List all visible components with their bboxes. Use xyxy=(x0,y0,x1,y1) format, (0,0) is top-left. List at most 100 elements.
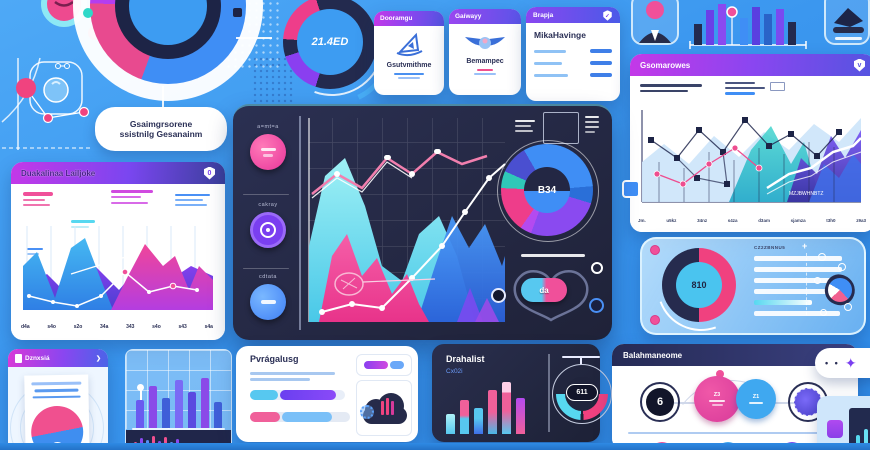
timeline-title: Balahmaneome xyxy=(623,350,683,360)
node-2-label: Z3 xyxy=(713,392,721,398)
text-line xyxy=(394,73,424,75)
pink-dot xyxy=(650,315,660,325)
text-line xyxy=(474,73,496,75)
cloud-icon xyxy=(360,391,407,425)
plus-glyph: + xyxy=(802,241,808,251)
right-panel-title: Gsomarowes xyxy=(640,60,691,70)
dark-node xyxy=(491,288,506,303)
wings-logo-icon xyxy=(465,37,505,49)
sidebar-button-purple[interactable] xyxy=(250,212,286,248)
sidebar-label-1: a=mt=a xyxy=(257,124,279,130)
pill-toggle[interactable]: da xyxy=(521,278,567,302)
list-lines-icon xyxy=(585,116,599,133)
footer-strip xyxy=(0,443,870,450)
large-donut-chart xyxy=(73,0,263,101)
doc-icon xyxy=(15,353,22,363)
sidebar-button-pink[interactable] xyxy=(250,134,286,170)
value-line xyxy=(590,49,612,53)
list-row xyxy=(754,256,842,261)
blue-node[interactable] xyxy=(589,298,604,313)
progress-bar-1[interactable] xyxy=(250,390,345,400)
pill-value: da xyxy=(539,285,549,295)
heart-outline-icon xyxy=(513,269,589,322)
left-analytics-panel[interactable]: Duakalinaa Lailjoke 0 xyxy=(11,162,225,340)
bar-chart xyxy=(134,378,224,428)
halftone-pattern xyxy=(252,56,294,104)
cloud-box xyxy=(356,380,412,436)
timeline-node-3[interactable]: Z1 xyxy=(736,379,776,419)
legend-underline xyxy=(725,92,755,95)
gauge-widget: 611 xyxy=(552,356,616,436)
dark-stats-card[interactable]: Drahalist Cx02i 611 xyxy=(432,344,612,442)
teal-node xyxy=(83,8,93,18)
shield-icon: ✓ xyxy=(603,9,612,21)
doc-card-title: Dznxsiá xyxy=(25,354,50,362)
briefcase-icon xyxy=(834,8,863,27)
donut-value: B34 xyxy=(537,184,557,196)
bubble-text-line2: ssistnilg Gesanainm xyxy=(119,129,203,139)
stat-card-1-header: Dooramgu xyxy=(374,11,444,26)
progress-bar-2[interactable] xyxy=(250,412,350,422)
left-panel-title: Duakalinaa Lailjoke xyxy=(21,168,96,178)
stat-card-2[interactable]: Gaíwayy Bemampec xyxy=(449,9,521,95)
timeline-node-2[interactable]: Z3 xyxy=(694,376,740,422)
stat-card-2-header: Gaíwayy xyxy=(449,9,521,24)
sail-logo-icon xyxy=(396,32,423,57)
node-3-label: Z1 xyxy=(752,394,760,400)
list-header: CZ2ZBNNU5 xyxy=(754,245,786,250)
navy-node xyxy=(233,8,242,17)
text-line xyxy=(477,69,493,71)
gradient-bar-chart xyxy=(446,380,542,434)
document-page xyxy=(24,374,90,450)
divider xyxy=(548,354,550,432)
pink-dot xyxy=(650,245,660,255)
sketch-circle xyxy=(334,272,364,296)
right-analytics-panel[interactable]: Gsomarowes v xyxy=(630,54,870,232)
progress-card[interactable]: Pvrágalusg xyxy=(236,346,418,442)
center-dark-dashboard[interactable]: a=mt=a cakray cdtata xyxy=(233,104,612,340)
toggle-box[interactable] xyxy=(356,354,412,376)
donut-chart: B34 xyxy=(501,144,593,236)
connector-line xyxy=(162,86,164,108)
graph-node xyxy=(16,78,36,98)
stat-card-3[interactable]: Brapja ✓ MikaHavinge xyxy=(526,7,620,101)
legend-box xyxy=(770,82,785,91)
shield-icon: 0 xyxy=(204,166,215,180)
glass-bars-panel[interactable] xyxy=(125,349,232,450)
gauge-ring: 810 xyxy=(662,248,736,322)
sidebar-label-2: cakray xyxy=(258,202,278,208)
purple-tile xyxy=(827,420,843,438)
glass-stats-panel[interactable]: 810 CZ2ZBNNU5 + xyxy=(640,228,866,346)
action-pill[interactable]: • • ✦ xyxy=(815,348,870,378)
shield-icon: v xyxy=(854,58,865,72)
sidebar-button-blue[interactable] xyxy=(250,284,286,320)
dashed-divider xyxy=(806,253,807,315)
stat-card-3-header: Brapja xyxy=(533,11,554,19)
dark-card-title: Drahalist xyxy=(446,354,485,364)
panel-edge-chip[interactable] xyxy=(622,180,640,198)
bar-glyph xyxy=(694,24,702,45)
divider xyxy=(628,432,840,434)
ring-node xyxy=(591,262,603,274)
stat-ring-value: 21.4ED xyxy=(311,36,349,48)
chevron-icon[interactable]: ❯ xyxy=(95,355,101,362)
speech-bubble: Gsaimgrsorene ssistnilg Gesanainm xyxy=(95,107,227,151)
donut-outline xyxy=(497,140,599,242)
timeline-node-1[interactable]: 6 xyxy=(640,382,680,422)
avatar-icon xyxy=(646,1,664,19)
progress-card-title: Pvrágalusg xyxy=(250,354,299,364)
hamburger-lines-icon[interactable] xyxy=(515,120,535,132)
mini-pie xyxy=(828,278,852,302)
area-chart xyxy=(23,226,213,310)
mini-widget-card[interactable] xyxy=(817,396,870,450)
x-axis-labels: Jm. u5kz 34nz s4za d3am sjamza t3h0 z9a3 xyxy=(638,218,866,223)
dot-pair-glyph: • • xyxy=(825,358,840,368)
document-card[interactable]: Dznxsiá ❯ xyxy=(8,349,108,450)
stat-card-2-title: Bemampec xyxy=(466,58,504,65)
divider-line xyxy=(521,254,585,257)
stat-card-1[interactable]: Dooramgu Gsutvmithme xyxy=(374,11,444,95)
connector-line xyxy=(236,37,272,39)
dotted-circle-icon xyxy=(360,405,374,419)
main-area-chart xyxy=(308,118,506,322)
